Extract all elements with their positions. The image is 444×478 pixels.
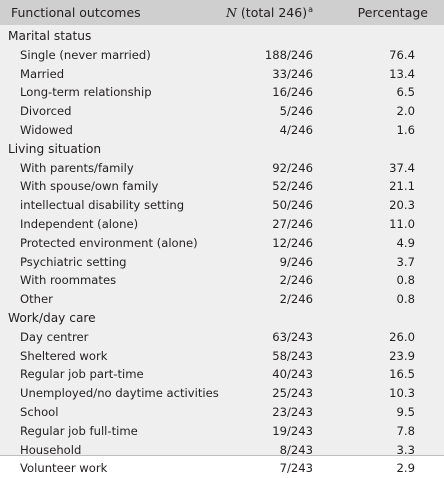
section-header-row: Marital status (0, 27, 444, 46)
table-row: Volunteer work 7/243 2.9 (0, 459, 444, 478)
section-title: Living situation (8, 141, 102, 156)
row-n-value: 5/246 (279, 104, 313, 119)
row-label: Independent (alone) (20, 216, 139, 231)
row-percentage: 7.8 (396, 423, 415, 438)
row-n-value: 40/243 (272, 367, 313, 382)
table-row: Long-term relationship 16/246 6.5 (0, 83, 444, 102)
row-n-value: 16/246 (272, 85, 313, 100)
table-row: Other 2/246 0.8 (0, 290, 444, 309)
header-percentage: Percentage (357, 5, 428, 20)
row-n-value: 25/243 (272, 386, 313, 401)
row-n-value: 33/246 (272, 66, 313, 81)
row-label: Long-term relationship (20, 85, 152, 100)
row-percentage: 16.5 (389, 367, 415, 382)
row-label: Day centrer (20, 329, 89, 344)
row-n-value: 2/246 (279, 273, 313, 288)
row-percentage: 37.4 (389, 160, 415, 175)
row-n-value: 50/246 (272, 198, 313, 213)
row-label: School (20, 404, 59, 419)
row-percentage: 4.9 (396, 235, 415, 250)
row-percentage: 26.0 (389, 329, 415, 344)
row-label: Regular job part-time (20, 367, 144, 382)
row-percentage: 76.4 (389, 47, 415, 62)
row-n-value: 188/246 (264, 47, 313, 62)
table-row: Married 33/246 13.4 (0, 65, 444, 84)
section-header-row: Living situation (0, 140, 444, 159)
table-body: Marital status Single (never married) 188/… (0, 25, 444, 478)
section-title: Work/day care (8, 310, 96, 325)
table-row: Widowed 4/246 1.6 (0, 121, 444, 140)
row-n-value: 2/246 (279, 292, 313, 307)
row-n-value: 19/243 (272, 423, 313, 438)
header-functional-outcomes: Functional outcomes (11, 5, 141, 20)
row-label: intellectual disability setting (20, 198, 185, 213)
row-percentage: 21.1 (389, 179, 415, 194)
row-label: Protected environment (alone) (20, 235, 198, 250)
section-header-row: Work/day care (0, 309, 444, 328)
row-n-value: 8/243 (279, 442, 313, 457)
row-percentage: 1.6 (396, 122, 415, 137)
table-row: Regular job full-time 19/243 7.8 (0, 422, 444, 441)
row-n-value: 52/246 (272, 179, 313, 194)
header-n-italic: N (226, 5, 237, 20)
row-label: Sheltered work (20, 348, 108, 363)
row-percentage: 0.8 (396, 292, 415, 307)
row-percentage: 13.4 (389, 66, 415, 81)
row-percentage: 3.3 (396, 442, 415, 457)
table-row: Sheltered work 58/243 23.9 (0, 347, 444, 366)
row-percentage: 23.9 (389, 348, 415, 363)
table-row: Protected environment (alone) 12/246 4.9 (0, 234, 444, 253)
table-row: Unemployed/no daytime activities 25/243 10… (0, 384, 444, 403)
row-percentage: 11.0 (389, 216, 415, 231)
row-percentage: 6.5 (396, 85, 415, 100)
table-header: Functional outcomes N (total 246)a Perce… (0, 0, 444, 25)
row-n-value: 4/246 (279, 122, 313, 137)
table-row: With parents/family 92/246 37.4 (0, 159, 444, 178)
row-percentage: 20.3 (389, 198, 415, 213)
section-title: Marital status (8, 29, 92, 43)
row-n-value: 58/243 (272, 348, 313, 363)
row-label: Unemployed/no daytime activities (20, 386, 219, 401)
row-n-value: 23/243 (272, 404, 313, 419)
row-label: Regular job full-time (20, 423, 138, 438)
row-percentage: 10.3 (389, 386, 415, 401)
table-row: Divorced 5/246 2.0 (0, 102, 444, 121)
header-n-rest: (total 246) (236, 5, 308, 20)
row-label: Divorced (20, 104, 72, 119)
row-label: Married (20, 66, 65, 81)
table-row: Psychiatric setting 9/246 3.7 (0, 253, 444, 272)
table-row: School 23/243 9.5 (0, 403, 444, 422)
table-row: Independent (alone) 27/246 11.0 (0, 215, 444, 234)
table-row: Single (never married) 188/246 76.4 (0, 46, 444, 65)
row-label: Other (20, 292, 53, 307)
row-label: With roommates (20, 273, 117, 288)
row-percentage: 2.9 (396, 461, 415, 476)
row-n-value: 7/243 (279, 461, 313, 476)
row-label: With spouse/own family (20, 179, 159, 194)
table-row: Day centrer 63/243 26.0 (0, 328, 444, 347)
table-row: With roommates 2/246 0.8 (0, 271, 444, 290)
row-percentage: 0.8 (396, 273, 415, 288)
row-n-value: 12/246 (272, 235, 313, 250)
row-label: Household (20, 442, 82, 457)
row-percentage: 3.7 (396, 254, 415, 269)
row-label: Widowed (20, 122, 73, 137)
row-n-value: 92/246 (272, 160, 313, 175)
row-label: Single (never married) (20, 47, 151, 62)
header-n-footnote-mark: a (308, 5, 313, 14)
row-n-value: 63/243 (272, 329, 313, 344)
row-percentage: 2.0 (396, 104, 415, 119)
row-percentage: 9.5 (396, 404, 415, 419)
table-row: With spouse/own family 52/246 21.1 (0, 177, 444, 196)
table-row: intellectual disability setting 50/246 20.… (0, 196, 444, 215)
row-label: Psychiatric setting (20, 254, 127, 269)
row-n-value: 27/246 (272, 216, 313, 231)
row-label: Volunteer work (20, 461, 108, 476)
row-n-value: 9/246 (279, 254, 313, 269)
table-row: Regular job part-time 40/243 16.5 (0, 365, 444, 384)
row-label: With parents/family (20, 160, 134, 175)
table-row: Household 8/243 3.3 (0, 441, 444, 460)
header-n-total: N (total 246)a (226, 5, 313, 20)
